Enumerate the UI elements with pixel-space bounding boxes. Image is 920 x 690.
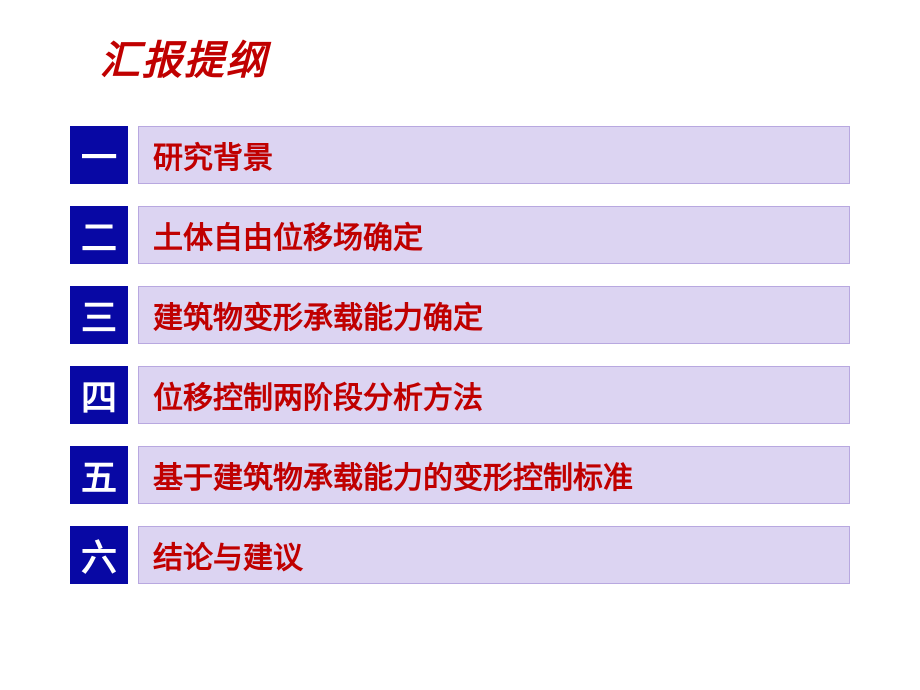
outline-item: 三 建筑物变形承载能力确定 xyxy=(70,286,850,344)
outline-item: 六 结论与建议 xyxy=(70,526,850,584)
number-text: 五 xyxy=(81,449,117,501)
label-box: 土体自由位移场确定 xyxy=(138,206,850,264)
number-box: 二 xyxy=(70,206,128,264)
number-text: 六 xyxy=(81,529,117,581)
number-text: 一 xyxy=(81,129,117,181)
label-text: 土体自由位移场确定 xyxy=(153,213,423,257)
label-box: 研究背景 xyxy=(138,126,850,184)
number-text: 三 xyxy=(81,289,117,341)
number-box: 一 xyxy=(70,126,128,184)
label-text: 基于建筑物承载能力的变形控制标准 xyxy=(153,453,633,497)
outline-item: 四 位移控制两阶段分析方法 xyxy=(70,366,850,424)
label-box: 结论与建议 xyxy=(138,526,850,584)
number-text: 二 xyxy=(81,209,117,261)
label-box: 建筑物变形承载能力确定 xyxy=(138,286,850,344)
label-box: 位移控制两阶段分析方法 xyxy=(138,366,850,424)
slide: 汇报提纲 一 研究背景 二 土体自由位移场确定 三 建筑物变形承载能力确定 xyxy=(0,0,920,690)
outline-item: 二 土体自由位移场确定 xyxy=(70,206,850,264)
slide-title: 汇报提纲 xyxy=(100,28,850,86)
number-box: 六 xyxy=(70,526,128,584)
label-text: 位移控制两阶段分析方法 xyxy=(153,373,483,417)
label-text: 研究背景 xyxy=(153,133,273,177)
number-text: 四 xyxy=(81,369,117,421)
outline-list: 一 研究背景 二 土体自由位移场确定 三 建筑物变形承载能力确定 四 xyxy=(70,126,850,584)
outline-item: 五 基于建筑物承载能力的变形控制标准 xyxy=(70,446,850,504)
label-text: 建筑物变形承载能力确定 xyxy=(153,293,483,337)
label-box: 基于建筑物承载能力的变形控制标准 xyxy=(138,446,850,504)
number-box: 四 xyxy=(70,366,128,424)
number-box: 五 xyxy=(70,446,128,504)
outline-item: 一 研究背景 xyxy=(70,126,850,184)
label-text: 结论与建议 xyxy=(153,533,303,577)
number-box: 三 xyxy=(70,286,128,344)
